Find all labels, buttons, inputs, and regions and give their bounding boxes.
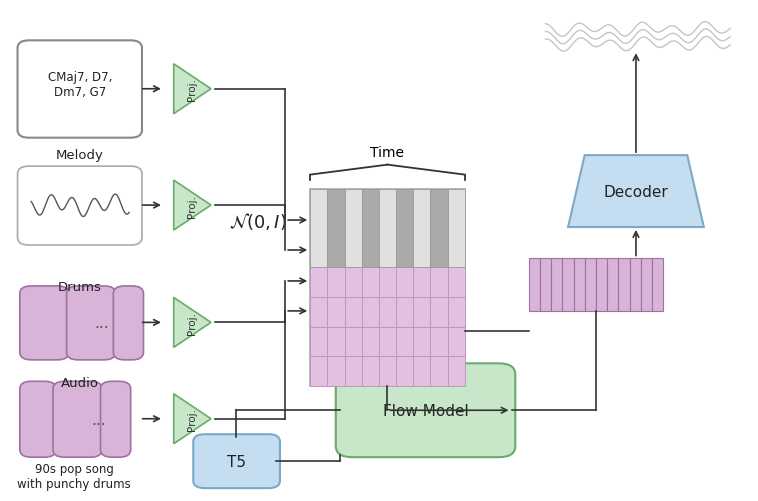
Bar: [327, 357, 344, 386]
Bar: [310, 357, 327, 386]
Bar: [447, 298, 465, 327]
Bar: [551, 259, 562, 311]
Bar: [362, 298, 379, 327]
Bar: [431, 268, 447, 298]
FancyBboxPatch shape: [20, 287, 69, 360]
Bar: [379, 357, 396, 386]
Text: Time: Time: [371, 145, 405, 159]
Bar: [607, 259, 619, 311]
Text: CMaj7, D7,
Dm7, G7: CMaj7, D7, Dm7, G7: [48, 71, 112, 99]
Bar: [344, 327, 362, 357]
Text: Melody: Melody: [56, 148, 104, 161]
Bar: [447, 357, 465, 386]
Bar: [327, 298, 344, 327]
Bar: [344, 298, 362, 327]
Bar: [327, 268, 344, 298]
Bar: [327, 327, 344, 357]
Bar: [540, 259, 551, 311]
Bar: [431, 327, 447, 357]
Bar: [630, 259, 641, 311]
Text: Proj.: Proj.: [186, 78, 197, 101]
Bar: [619, 259, 630, 311]
Polygon shape: [174, 394, 211, 444]
Bar: [396, 189, 413, 268]
Bar: [447, 189, 465, 268]
Polygon shape: [174, 65, 211, 115]
Bar: [362, 268, 379, 298]
Bar: [431, 189, 447, 268]
Bar: [396, 357, 413, 386]
Text: 90s pop song
with punchy drums: 90s pop song with punchy drums: [17, 462, 131, 489]
Bar: [396, 327, 413, 357]
Bar: [310, 268, 327, 298]
Bar: [431, 357, 447, 386]
Text: ...: ...: [95, 316, 109, 331]
Bar: [310, 189, 327, 268]
Polygon shape: [174, 298, 211, 348]
FancyBboxPatch shape: [336, 364, 515, 457]
Text: ...: ...: [91, 412, 105, 427]
Bar: [413, 298, 431, 327]
Polygon shape: [568, 156, 704, 227]
Bar: [413, 268, 431, 298]
Bar: [310, 327, 327, 357]
Bar: [362, 357, 379, 386]
Text: Audio: Audio: [61, 376, 99, 389]
Bar: [396, 268, 413, 298]
Bar: [310, 189, 465, 386]
Bar: [344, 189, 362, 268]
Bar: [574, 259, 584, 311]
FancyBboxPatch shape: [101, 382, 130, 457]
FancyBboxPatch shape: [53, 382, 102, 457]
Text: Proj.: Proj.: [186, 311, 197, 334]
Bar: [596, 259, 607, 311]
Bar: [652, 259, 663, 311]
FancyBboxPatch shape: [113, 287, 143, 360]
Text: $\mathcal{N}(0, I)$: $\mathcal{N}(0, I)$: [229, 210, 287, 231]
Text: Proj.: Proj.: [186, 407, 197, 430]
Text: Decoder: Decoder: [603, 184, 669, 199]
Text: Flow Model: Flow Model: [383, 403, 468, 418]
Bar: [447, 327, 465, 357]
Bar: [379, 298, 396, 327]
FancyBboxPatch shape: [17, 41, 142, 138]
Bar: [379, 327, 396, 357]
Text: Drums: Drums: [58, 281, 102, 294]
Bar: [396, 298, 413, 327]
FancyBboxPatch shape: [193, 434, 280, 488]
Polygon shape: [174, 181, 211, 230]
Bar: [310, 298, 327, 327]
Bar: [379, 268, 396, 298]
FancyBboxPatch shape: [17, 167, 142, 245]
Bar: [413, 327, 431, 357]
Bar: [529, 259, 540, 311]
Bar: [584, 259, 596, 311]
FancyBboxPatch shape: [20, 382, 56, 457]
Bar: [379, 189, 396, 268]
Bar: [447, 268, 465, 298]
Bar: [431, 298, 447, 327]
Bar: [641, 259, 652, 311]
FancyBboxPatch shape: [67, 287, 115, 360]
Text: Proj.: Proj.: [186, 194, 197, 217]
Bar: [413, 189, 431, 268]
Bar: [362, 327, 379, 357]
Bar: [327, 189, 344, 268]
Bar: [362, 189, 379, 268]
Bar: [413, 357, 431, 386]
Text: T5: T5: [227, 454, 246, 469]
Bar: [344, 268, 362, 298]
Bar: [344, 357, 362, 386]
Bar: [562, 259, 574, 311]
